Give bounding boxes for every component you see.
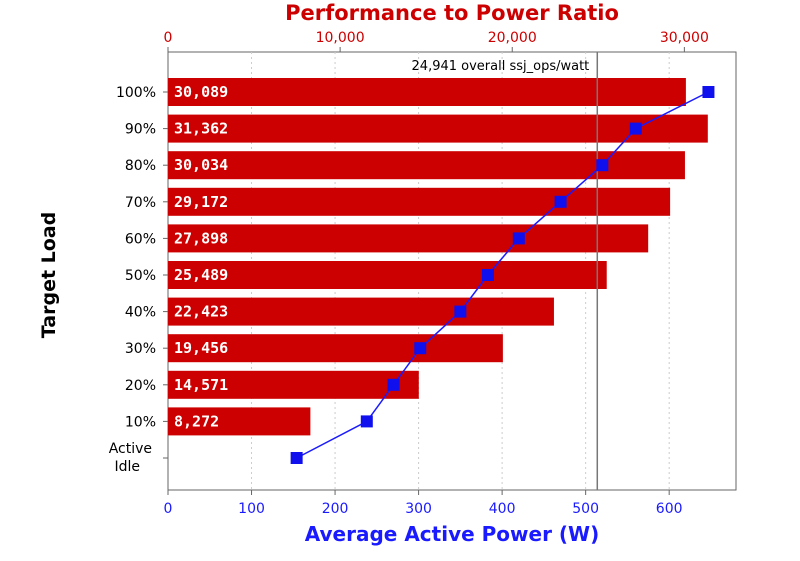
bottom-tick-label: 300 <box>405 501 432 517</box>
bar-data-label: 27,898 <box>174 229 228 247</box>
bottom-tick-label: 200 <box>322 501 349 517</box>
bar-data-label: 8,272 <box>174 412 219 430</box>
power-point <box>290 452 303 464</box>
top-tick-label: 10,000 <box>316 30 365 46</box>
category-label: 30% <box>125 341 156 357</box>
bar <box>168 261 607 289</box>
bottom-tick-label: 100 <box>238 501 265 517</box>
bar-data-label: 14,571 <box>174 376 228 394</box>
bar <box>168 334 503 363</box>
reference-line-label: 24,941 overall ssj_ops/watt <box>412 59 590 74</box>
category-label: 10% <box>125 414 156 430</box>
power-point <box>512 232 525 245</box>
category-label: 20% <box>125 378 156 394</box>
category-label: 60% <box>125 231 156 247</box>
bar <box>168 370 419 399</box>
y-axis-label: Target Load <box>38 212 60 338</box>
bar <box>168 297 554 326</box>
top-tick-label: 30,000 <box>660 30 709 46</box>
bar-data-label: 30,034 <box>174 156 228 174</box>
bar <box>168 224 649 253</box>
bar <box>168 114 708 143</box>
power-point <box>360 415 373 428</box>
plot-area: 0 100 200 300 400 500 600 0 10,000 20,000 30,000 30… <box>109 30 737 517</box>
power-point <box>481 269 494 281</box>
bar-data-label: 31,362 <box>174 120 228 138</box>
power-point <box>702 86 715 98</box>
category-label: 50% <box>125 268 156 284</box>
bar <box>168 407 311 436</box>
bottom-tick-label: 400 <box>489 501 516 517</box>
power-point <box>554 195 567 208</box>
x-axis-label: Average Active Power (W) <box>305 522 600 546</box>
power-point <box>629 122 642 135</box>
category-label: 70% <box>125 195 156 211</box>
category-label: 100% <box>116 85 156 101</box>
category-label: Idle <box>114 459 140 475</box>
bar <box>168 78 686 106</box>
bar-data-label: 25,489 <box>174 266 228 284</box>
bar-data-label: 30,089 <box>174 83 228 101</box>
bar-data-label: 19,456 <box>174 339 228 357</box>
top-tick-label: 20,000 <box>488 30 537 46</box>
top-tick-label: 0 <box>164 30 173 46</box>
bottom-tick-label: 600 <box>656 501 683 517</box>
category-label: 40% <box>125 305 156 321</box>
power-point <box>454 305 467 318</box>
power-point <box>596 159 609 172</box>
chart-title: Performance to Power Ratio <box>285 1 619 25</box>
bottom-tick-label: 500 <box>572 501 599 517</box>
bar <box>168 187 671 216</box>
category-label: Active <box>109 441 152 457</box>
bar-data-label: 29,172 <box>174 193 228 211</box>
category-label: 80% <box>125 158 156 174</box>
power-point <box>387 378 400 391</box>
bar-data-label: 22,423 <box>174 303 228 321</box>
bottom-tick-label: 0 <box>164 501 173 517</box>
category-label: 90% <box>125 122 156 138</box>
power-point <box>414 342 427 355</box>
